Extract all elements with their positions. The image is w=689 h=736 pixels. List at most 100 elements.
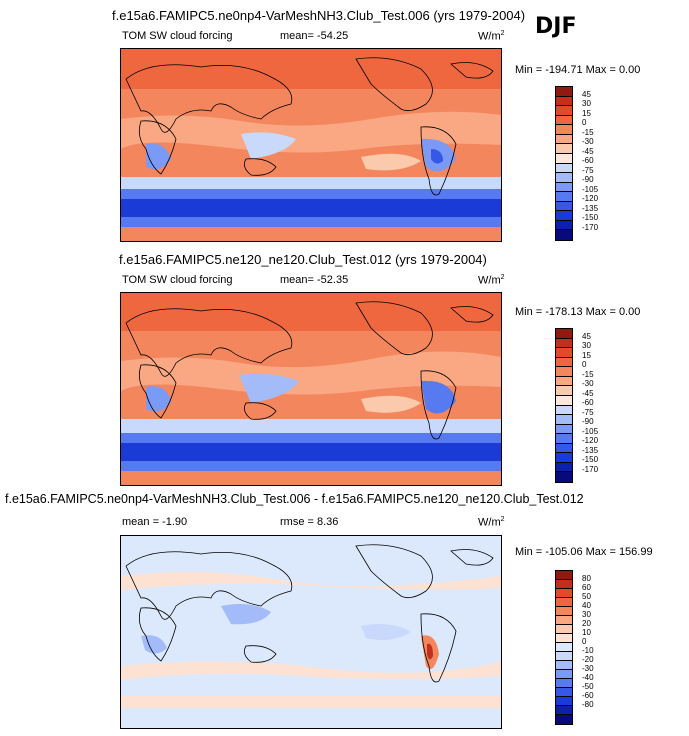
colorbar-tick: 30 — [582, 610, 591, 619]
colorbar-tick: -15 — [582, 128, 594, 137]
colorbar-tick: -15 — [582, 370, 594, 379]
colorbar-swatch — [556, 472, 572, 482]
panel-3-colorbar — [555, 570, 573, 725]
colorbar-tick: -120 — [582, 436, 599, 445]
colorbar-swatch — [556, 367, 572, 377]
colorbar-swatch — [556, 715, 572, 724]
colorbar-swatch — [556, 405, 572, 416]
colorbar-swatch — [556, 424, 572, 435]
colorbar-tick: 30 — [582, 99, 591, 108]
colorbar-swatch — [556, 571, 572, 580]
panel-1-units: W/m2 — [478, 30, 505, 43]
colorbar-tick: -150 — [582, 213, 599, 222]
colorbar-swatch — [556, 697, 572, 706]
colorbar-swatch — [556, 386, 572, 396]
colorbar-tick: 0 — [582, 360, 587, 369]
colorbar-swatch — [556, 173, 572, 183]
panel-3-mean-label: mean = -1.90 — [122, 516, 188, 528]
colorbar-tick: 0 — [582, 637, 587, 646]
colorbar-swatch — [556, 661, 572, 670]
colorbar-tick: -170 — [582, 465, 599, 474]
colorbar-tick: 80 — [582, 574, 591, 583]
colorbar-tick: -120 — [582, 194, 599, 203]
colorbar-tick: 50 — [582, 592, 591, 601]
colorbar-tick: -20 — [582, 655, 594, 664]
colorbar-swatch — [556, 144, 572, 154]
colorbar-swatch — [556, 201, 572, 212]
colorbar-tick: 45 — [582, 90, 591, 99]
colorbar-tick: 15 — [582, 109, 591, 118]
colorbar-swatch — [556, 688, 572, 697]
colorbar-tick: -135 — [582, 446, 599, 455]
colorbar-swatch — [556, 643, 572, 652]
panel-3-field — [121, 536, 501, 728]
colorbar-tick: 10 — [582, 628, 591, 637]
colorbar-swatch — [556, 376, 572, 387]
colorbar-tick: -60 — [582, 156, 594, 165]
colorbar-tick: -105 — [582, 185, 599, 194]
colorbar-tick: -45 — [582, 389, 594, 398]
colorbar-swatch — [556, 625, 572, 634]
panel-1-title: f.e15a6.FAMIPC5.ne0np4-VarMeshNH3.Club_T… — [112, 8, 526, 23]
panel-3-units: W/m2 — [478, 516, 505, 529]
colorbar-swatch — [556, 580, 572, 589]
colorbar-swatch — [556, 616, 572, 625]
panel-2-minmax: Min = -178.13 Max = 0.00 — [515, 306, 641, 318]
colorbar-tick: -90 — [582, 417, 594, 426]
colorbar-swatch — [556, 395, 572, 406]
colorbar-tick: -30 — [582, 137, 594, 146]
panel-3-minmax: Min = -105.06 Max = 156.99 — [515, 546, 653, 558]
colorbar-swatch — [556, 329, 572, 339]
colorbar-swatch — [556, 106, 572, 116]
colorbar-tick: -50 — [582, 682, 594, 691]
colorbar-tick: -170 — [582, 223, 599, 232]
colorbar-swatch — [556, 652, 572, 661]
colorbar-swatch — [556, 192, 572, 202]
colorbar-tick: -10 — [582, 646, 594, 655]
colorbar-tick: 45 — [582, 332, 591, 341]
panel-3-map — [120, 535, 502, 729]
colorbar-swatch — [556, 589, 572, 598]
colorbar-swatch — [556, 220, 572, 231]
colorbar-swatch — [556, 348, 572, 358]
colorbar-tick: 0 — [582, 118, 587, 127]
colorbar-swatch — [556, 87, 572, 97]
colorbar-swatch — [556, 670, 572, 679]
colorbar-swatch — [556, 96, 572, 107]
colorbar-tick: -80 — [582, 700, 594, 709]
colorbar-tick: 15 — [582, 351, 591, 360]
colorbar-swatch — [556, 634, 572, 643]
colorbar-swatch — [556, 598, 572, 607]
panel-1-left-label: TOM SW cloud forcing — [122, 30, 233, 42]
colorbar-swatch — [556, 338, 572, 349]
colorbar-swatch — [556, 211, 572, 221]
colorbar-swatch — [556, 163, 572, 174]
colorbar-tick: -30 — [582, 379, 594, 388]
panel-1-map — [120, 48, 502, 242]
colorbar-swatch — [556, 415, 572, 425]
colorbar-tick: -40 — [582, 673, 594, 682]
colorbar-swatch — [556, 443, 572, 454]
colorbar-tick: -150 — [582, 455, 599, 464]
colorbar-tick: 20 — [582, 619, 591, 628]
panel-3-title: f.e15a6.FAMIPC5.ne0np4-VarMeshNH3.Club_T… — [5, 492, 584, 506]
colorbar-tick: -45 — [582, 147, 594, 156]
colorbar-swatch — [556, 706, 572, 715]
colorbar-swatch — [556, 679, 572, 688]
colorbar-swatch — [556, 357, 572, 368]
panel-1-colorbar — [555, 86, 573, 241]
panel-1-minmax: Min = -194.71 Max = 0.00 — [515, 64, 641, 76]
panel-2-left-label: TOM SW cloud forcing — [122, 274, 233, 286]
panel-2-units: W/m2 — [478, 274, 505, 287]
colorbar-tick: 40 — [582, 601, 591, 610]
colorbar-swatch — [556, 607, 572, 616]
colorbar-swatch — [556, 230, 572, 240]
colorbar-swatch — [556, 434, 572, 444]
colorbar-swatch — [556, 153, 572, 164]
panel-2-field — [121, 293, 501, 485]
colorbar-swatch — [556, 462, 572, 473]
panel-2-mean-label: mean= -52.35 — [280, 274, 349, 286]
colorbar-tick: -105 — [582, 427, 599, 436]
colorbar-tick: -90 — [582, 175, 594, 184]
colorbar-tick: -75 — [582, 408, 594, 417]
